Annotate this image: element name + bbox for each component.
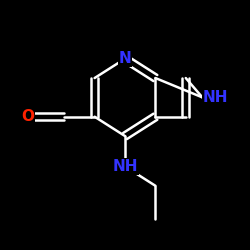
Text: N: N: [119, 51, 132, 66]
Text: NH: NH: [202, 90, 228, 105]
Text: NH: NH: [112, 159, 138, 174]
Text: O: O: [21, 109, 34, 124]
